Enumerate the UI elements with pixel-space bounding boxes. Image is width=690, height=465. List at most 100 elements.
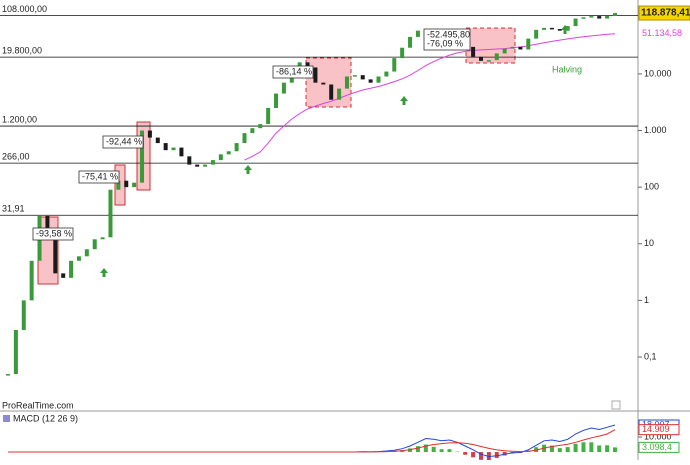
- candle: [487, 60, 491, 62]
- macd-histogram: [574, 444, 578, 452]
- level-label: 108.000,00: [2, 4, 47, 14]
- candle: [353, 75, 357, 77]
- y-tick-label: 10: [644, 238, 654, 248]
- candle: [242, 133, 246, 143]
- macd-histogram: [613, 447, 617, 452]
- candle: [148, 131, 152, 138]
- macd-histogram: [558, 448, 562, 452]
- candle: [156, 138, 160, 143]
- candle: [313, 67, 317, 82]
- macd-value: 14.909: [642, 424, 670, 434]
- candle: [581, 17, 585, 19]
- macd-histogram: [440, 449, 444, 452]
- annotation: -75,41 %: [82, 171, 118, 181]
- candle: [203, 165, 207, 167]
- candle: [22, 300, 26, 330]
- macd-histogram: [589, 442, 593, 452]
- source: ProRealTime.com: [2, 400, 74, 410]
- candle: [511, 47, 515, 49]
- candle: [495, 53, 499, 60]
- macd-histogram: [471, 452, 475, 457]
- candle: [85, 249, 89, 256]
- macd-histogram: [566, 447, 570, 452]
- scroll-button[interactable]: [612, 401, 620, 409]
- candle: [361, 75, 365, 79]
- candle: [613, 13, 617, 15]
- candle: [235, 143, 239, 151]
- macd-histogram: [597, 445, 601, 452]
- y-tick-label: 10.000: [644, 68, 672, 78]
- level-label: 266,00: [2, 151, 30, 161]
- candle: [179, 148, 183, 157]
- y-tick-label: 1.000: [644, 125, 667, 135]
- candle: [329, 84, 333, 99]
- macd-icon: [3, 415, 10, 422]
- y-tick-label: 1: [644, 295, 649, 305]
- drawdown-zone: [306, 58, 351, 107]
- candle: [369, 79, 373, 82]
- candle: [518, 47, 522, 50]
- candle: [400, 48, 404, 58]
- candle: [321, 83, 325, 85]
- candle: [69, 261, 73, 278]
- candle: [195, 165, 199, 167]
- annotation: -86,14 %: [276, 66, 312, 76]
- candle: [574, 19, 578, 27]
- macd-value: 3.098,4: [642, 442, 672, 452]
- candle: [337, 89, 341, 100]
- candle: [566, 26, 570, 31]
- candle: [227, 151, 231, 154]
- halving-label: Halving: [552, 64, 582, 74]
- macd-histogram: [416, 446, 420, 452]
- candle: [101, 237, 105, 239]
- candle: [61, 273, 65, 277]
- macd-histogram: [432, 447, 436, 452]
- candle: [6, 374, 10, 376]
- candle: [172, 148, 176, 151]
- candle: [164, 143, 168, 150]
- level-label: 1.200,00: [2, 114, 37, 124]
- ma-label: 51.134,58: [642, 28, 682, 38]
- macd-histogram: [463, 452, 467, 455]
- candle: [408, 37, 412, 48]
- macd-histogram: [495, 452, 499, 458]
- macd-histogram: [447, 449, 451, 452]
- level-label: 19.800,00: [2, 45, 42, 55]
- candle: [219, 154, 223, 160]
- candle: [250, 128, 254, 133]
- candle: [211, 160, 215, 164]
- candle: [589, 16, 593, 18]
- candle: [558, 29, 562, 31]
- annotation: -92,44 %: [106, 136, 142, 146]
- annotation: -76,09 %: [427, 38, 463, 48]
- candle: [14, 330, 18, 374]
- candle: [274, 94, 278, 108]
- candle: [526, 39, 530, 50]
- candle: [534, 30, 538, 39]
- y-tick-label: 100: [644, 182, 659, 192]
- candle: [93, 239, 97, 249]
- candle: [108, 190, 112, 238]
- annotation: -93,58 %: [36, 228, 72, 238]
- level-label: 31,91: [2, 204, 25, 214]
- candle: [542, 28, 546, 30]
- candle: [384, 72, 388, 77]
- macd-histogram: [581, 442, 585, 452]
- candle: [479, 57, 483, 61]
- drawdown-zone: [466, 28, 515, 63]
- last-price: 118.878,41: [641, 8, 690, 19]
- candle: [30, 261, 34, 301]
- candle: [605, 15, 609, 18]
- y-tick-label: 0,1: [644, 351, 657, 361]
- candle: [392, 58, 396, 71]
- candle: [345, 76, 349, 88]
- candle: [266, 108, 270, 124]
- candle: [77, 256, 81, 260]
- candle: [503, 49, 507, 54]
- candle: [416, 31, 420, 37]
- candle: [471, 47, 475, 57]
- candle: [187, 156, 191, 164]
- macd-histogram: [605, 445, 609, 452]
- candle: [282, 83, 286, 94]
